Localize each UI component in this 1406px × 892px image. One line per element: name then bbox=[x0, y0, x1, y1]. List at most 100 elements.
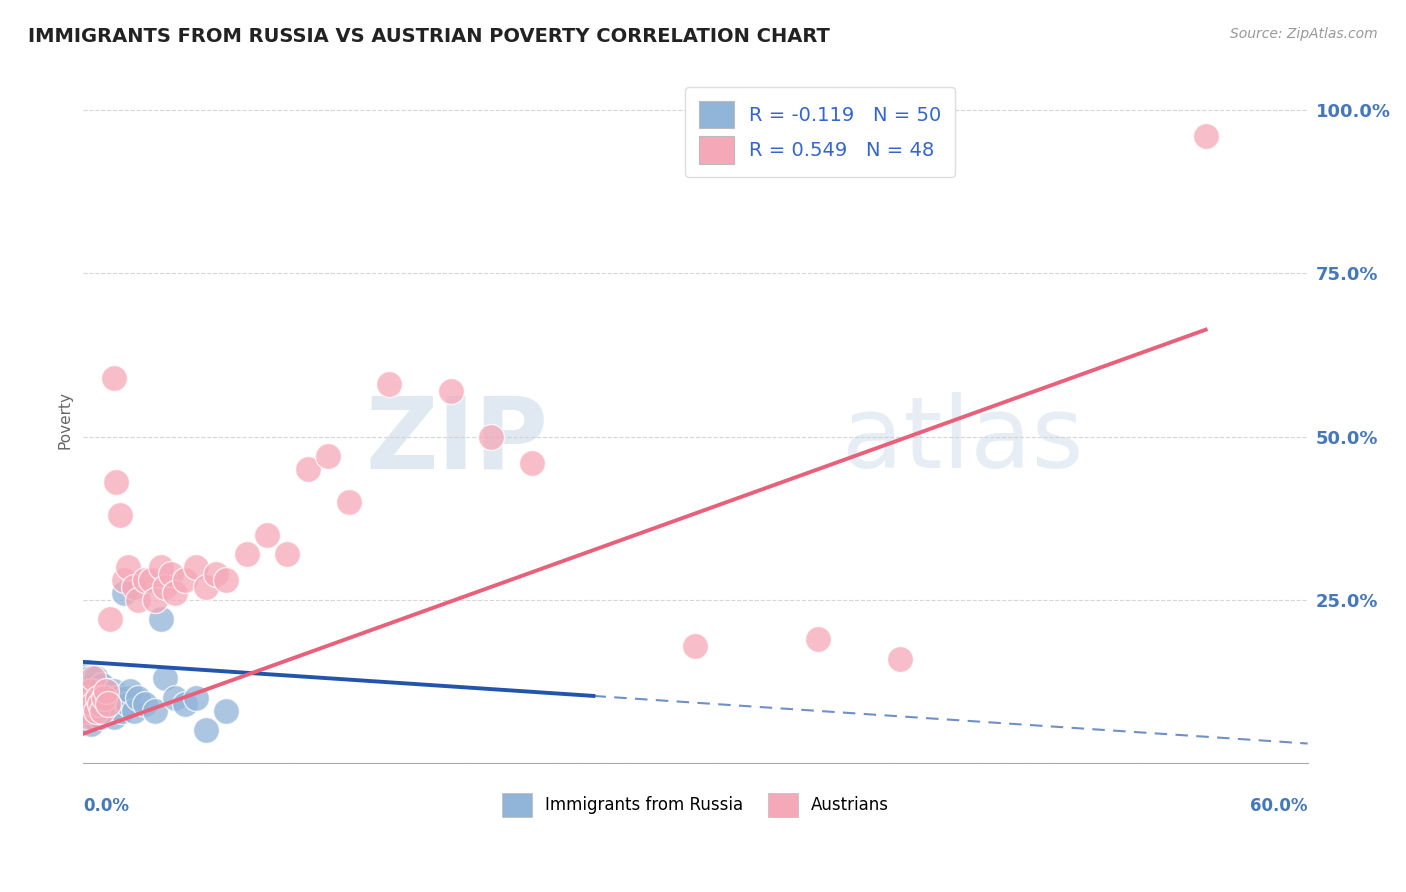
Point bbox=[79, 710, 101, 724]
Text: 0.0%: 0.0% bbox=[83, 797, 129, 815]
Point bbox=[86, 684, 108, 698]
Point bbox=[82, 710, 104, 724]
Point bbox=[174, 698, 197, 712]
Point bbox=[80, 684, 103, 698]
Point bbox=[108, 698, 131, 712]
Point bbox=[889, 651, 911, 665]
Point bbox=[115, 690, 138, 705]
Text: ZIP: ZIP bbox=[366, 392, 548, 490]
Point bbox=[94, 684, 117, 698]
Point bbox=[90, 678, 112, 692]
Point bbox=[337, 495, 360, 509]
Point bbox=[80, 717, 103, 731]
Point bbox=[107, 690, 129, 705]
Point bbox=[215, 574, 238, 588]
Point bbox=[82, 678, 104, 692]
Point bbox=[276, 547, 298, 561]
Point bbox=[143, 704, 166, 718]
Point bbox=[84, 704, 107, 718]
Point bbox=[153, 580, 176, 594]
Text: 60.0%: 60.0% bbox=[1250, 797, 1308, 815]
Point bbox=[1194, 129, 1216, 144]
Point bbox=[86, 698, 108, 712]
Point bbox=[103, 684, 125, 698]
Point bbox=[97, 690, 120, 705]
Point bbox=[127, 592, 149, 607]
Point bbox=[84, 690, 107, 705]
Point bbox=[75, 704, 97, 718]
Point bbox=[89, 698, 111, 712]
Point bbox=[101, 704, 124, 718]
Point bbox=[111, 704, 134, 718]
Point bbox=[378, 377, 401, 392]
Point bbox=[807, 632, 830, 646]
Point bbox=[165, 690, 187, 705]
Point bbox=[84, 671, 107, 685]
Point bbox=[103, 371, 125, 385]
Point bbox=[120, 684, 142, 698]
Point bbox=[143, 592, 166, 607]
Point bbox=[439, 384, 461, 398]
Point bbox=[215, 704, 238, 718]
Point bbox=[205, 566, 228, 581]
Legend: Immigrants from Russia, Austrians: Immigrants from Russia, Austrians bbox=[495, 787, 896, 823]
Text: IMMIGRANTS FROM RUSSIA VS AUSTRIAN POVERTY CORRELATION CHART: IMMIGRANTS FROM RUSSIA VS AUSTRIAN POVER… bbox=[28, 27, 830, 45]
Text: atlas: atlas bbox=[842, 392, 1084, 490]
Point bbox=[139, 574, 162, 588]
Point bbox=[79, 671, 101, 685]
Point bbox=[184, 690, 207, 705]
Point bbox=[194, 723, 217, 738]
Point bbox=[256, 527, 278, 541]
Point bbox=[153, 671, 176, 685]
Point bbox=[79, 684, 101, 698]
Y-axis label: Poverty: Poverty bbox=[58, 392, 72, 450]
Point bbox=[80, 704, 103, 718]
Point bbox=[82, 698, 104, 712]
Point bbox=[97, 698, 120, 712]
Point bbox=[112, 574, 135, 588]
Point bbox=[90, 704, 112, 718]
Point bbox=[117, 698, 139, 712]
Point bbox=[93, 698, 115, 712]
Point bbox=[174, 574, 197, 588]
Point bbox=[89, 690, 111, 705]
Point bbox=[685, 639, 707, 653]
Point bbox=[117, 560, 139, 574]
Point bbox=[98, 698, 121, 712]
Point bbox=[79, 698, 101, 712]
Point bbox=[297, 462, 319, 476]
Point bbox=[316, 449, 339, 463]
Text: Source: ZipAtlas.com: Source: ZipAtlas.com bbox=[1230, 27, 1378, 41]
Point bbox=[160, 566, 183, 581]
Point bbox=[149, 612, 172, 626]
Point bbox=[94, 704, 117, 718]
Point bbox=[165, 586, 187, 600]
Point bbox=[108, 508, 131, 522]
Point bbox=[75, 690, 97, 705]
Point bbox=[104, 475, 127, 490]
Point bbox=[149, 560, 172, 574]
Point bbox=[80, 690, 103, 705]
Point bbox=[134, 574, 156, 588]
Point bbox=[76, 665, 98, 679]
Point bbox=[184, 560, 207, 574]
Point bbox=[82, 698, 104, 712]
Point bbox=[90, 704, 112, 718]
Point bbox=[86, 690, 108, 705]
Point bbox=[79, 698, 101, 712]
Point bbox=[194, 580, 217, 594]
Point bbox=[76, 690, 98, 705]
Point bbox=[94, 684, 117, 698]
Point bbox=[103, 710, 125, 724]
Point bbox=[75, 678, 97, 692]
Point bbox=[84, 704, 107, 718]
Point bbox=[522, 456, 544, 470]
Point bbox=[112, 586, 135, 600]
Point bbox=[235, 547, 257, 561]
Point bbox=[124, 580, 146, 594]
Point bbox=[93, 690, 115, 705]
Point bbox=[481, 429, 503, 443]
Point bbox=[124, 704, 146, 718]
Point bbox=[98, 612, 121, 626]
Point bbox=[76, 704, 98, 718]
